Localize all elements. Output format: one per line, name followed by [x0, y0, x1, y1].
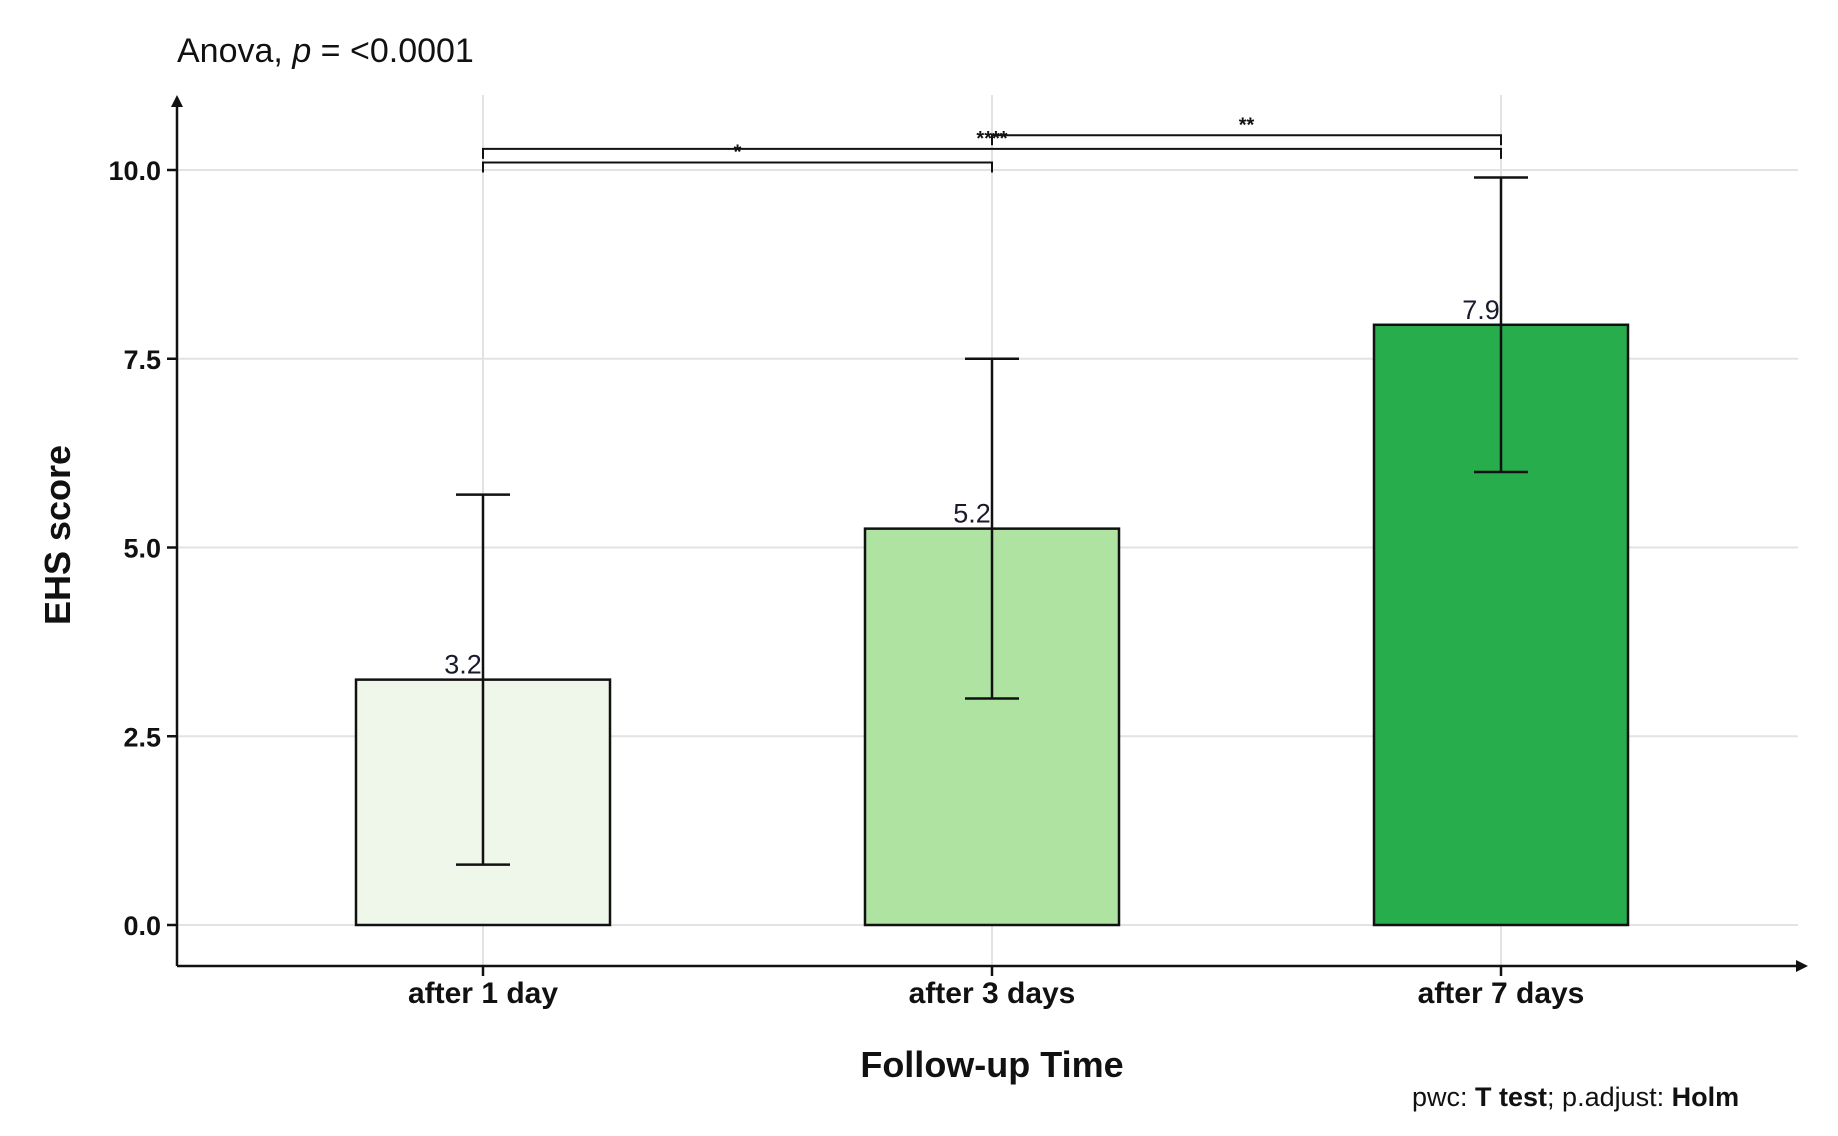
significance-bracket: [482, 147, 1502, 159]
data-label: 7.9: [1462, 295, 1500, 325]
footnote: pwc: T test; p.adjust: Holm: [1412, 1082, 1739, 1112]
y-tick-label: 5.0: [123, 534, 161, 564]
labels: 0.0 2.5 5.0 7.5 10.0 3.2 5.2 7.9 after 1 day afte…: [108, 156, 1584, 1010]
y-tick-label: 7.5: [123, 345, 161, 375]
y-tick-label: 10.0: [108, 156, 161, 186]
axes: [167, 95, 1808, 976]
significance-label: **: [1239, 114, 1255, 136]
error-bars: [456, 176, 1528, 866]
data-label: 3.2: [444, 650, 482, 680]
x-tick-label: after 7 days: [1418, 977, 1585, 1010]
data-label: 5.2: [953, 499, 991, 529]
significance-bracket: [482, 161, 993, 173]
significance-brackets: *******: [482, 114, 1502, 173]
significance-bracket: [991, 134, 1502, 146]
significance-label: *: [734, 141, 742, 163]
y-tick-label: 0.0: [123, 911, 161, 941]
y-axis-arrow: [171, 95, 183, 107]
x-tick-label: after 1 day: [408, 977, 558, 1010]
x-tick-label: after 3 days: [909, 977, 1076, 1010]
y-axis-title: EHS score: [37, 445, 78, 625]
x-axis-title: Follow-up Time: [860, 1044, 1123, 1085]
y-tick-label: 2.5: [123, 722, 161, 752]
chart-title: Anova, p = <0.0001: [177, 32, 474, 70]
x-axis-arrow: [1796, 960, 1808, 972]
